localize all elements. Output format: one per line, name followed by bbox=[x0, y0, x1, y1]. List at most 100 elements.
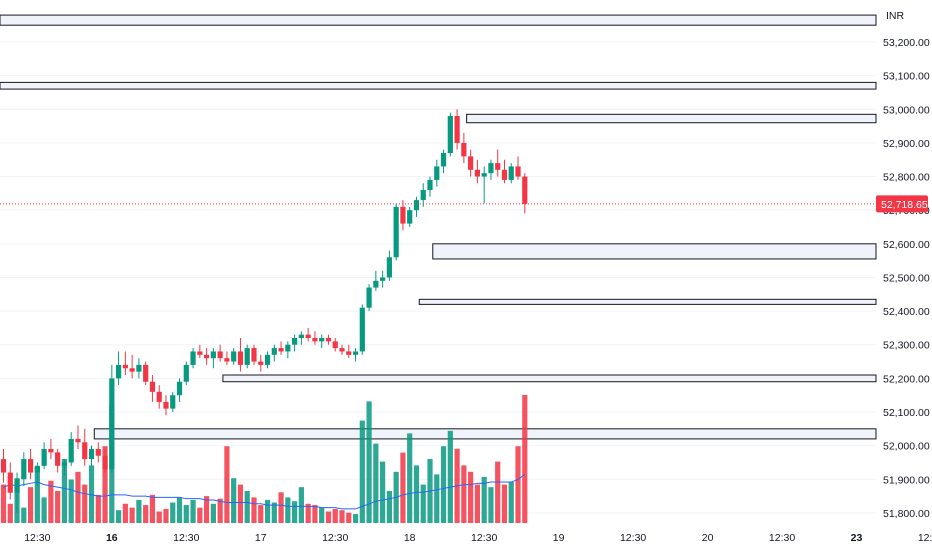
volume-bars bbox=[0, 395, 528, 523]
candle-body bbox=[339, 348, 345, 352]
time-tick-label: 12:30 bbox=[24, 532, 50, 544]
candle bbox=[109, 364, 115, 473]
candle bbox=[48, 438, 54, 460]
volume-bar bbox=[413, 465, 420, 523]
volume-bar bbox=[68, 479, 74, 523]
zone-box bbox=[222, 374, 877, 383]
volume-bar bbox=[0, 484, 7, 523]
candle-body bbox=[95, 449, 101, 456]
volume-bar bbox=[508, 482, 514, 523]
candle bbox=[285, 341, 291, 359]
candle bbox=[21, 452, 27, 486]
volume-bar bbox=[61, 459, 68, 523]
candle bbox=[420, 183, 426, 207]
candle bbox=[122, 351, 128, 375]
candle bbox=[27, 449, 34, 480]
zone-box bbox=[432, 243, 877, 260]
volume-bar bbox=[468, 471, 474, 523]
price-tick-label: 52,200.00 bbox=[883, 373, 930, 385]
volume-bar bbox=[346, 512, 352, 523]
volume-bar bbox=[136, 499, 142, 523]
price-tick-label: 53,000.00 bbox=[883, 104, 930, 116]
candle bbox=[271, 344, 277, 362]
price-tick-label: 52,000.00 bbox=[883, 441, 930, 453]
candle bbox=[210, 348, 216, 369]
volume-bar bbox=[501, 484, 508, 523]
volume-bar bbox=[298, 487, 304, 523]
candle-body bbox=[319, 338, 325, 342]
candle-body bbox=[68, 438, 74, 463]
time-tick-label: 16 bbox=[106, 532, 118, 544]
zone-box bbox=[0, 14, 877, 26]
volume-bar bbox=[400, 452, 406, 523]
volume-bar bbox=[407, 433, 413, 523]
candle bbox=[217, 344, 223, 362]
candle-body bbox=[163, 401, 169, 409]
price-tick-label: 52,600.00 bbox=[883, 239, 930, 251]
candle-body bbox=[210, 351, 216, 359]
volume-bar bbox=[461, 465, 467, 523]
candle-body bbox=[231, 351, 237, 362]
candle-body bbox=[129, 368, 135, 372]
volume-bar bbox=[27, 487, 34, 523]
price-tick-label: 52,300.00 bbox=[883, 340, 930, 352]
volume-bar bbox=[102, 446, 108, 523]
volume-bar bbox=[292, 501, 298, 523]
volume-bar bbox=[21, 507, 27, 523]
candle bbox=[75, 425, 81, 449]
volume-bar bbox=[359, 420, 365, 523]
price-tick-label: 51,900.00 bbox=[883, 474, 930, 486]
candle bbox=[359, 304, 365, 355]
candle bbox=[319, 334, 325, 349]
candle-body bbox=[298, 334, 304, 338]
volume-bar bbox=[88, 465, 95, 523]
volume-bar bbox=[264, 499, 271, 523]
candle bbox=[14, 472, 20, 513]
candle bbox=[427, 176, 433, 197]
volume-bar bbox=[237, 484, 244, 523]
volume-bar bbox=[332, 508, 338, 523]
candle-body bbox=[522, 176, 528, 204]
volume-bar bbox=[75, 471, 81, 523]
candle bbox=[258, 354, 264, 372]
candle bbox=[447, 112, 453, 157]
candle-body bbox=[224, 358, 230, 362]
price-tick-label: 53,100.00 bbox=[883, 71, 930, 83]
candle bbox=[434, 159, 440, 187]
candle-body bbox=[481, 173, 487, 177]
candle bbox=[400, 200, 406, 231]
candle-body bbox=[156, 391, 162, 402]
candle-body bbox=[264, 354, 271, 365]
volume-bar bbox=[143, 505, 149, 523]
candle bbox=[413, 196, 420, 217]
volume-bar bbox=[197, 507, 203, 523]
candle bbox=[7, 462, 13, 500]
candle bbox=[298, 331, 304, 345]
candle bbox=[522, 173, 528, 214]
zone-box bbox=[0, 81, 877, 90]
candle bbox=[115, 351, 122, 386]
volume-bar bbox=[522, 395, 528, 523]
volume-bar bbox=[352, 514, 359, 523]
volume-bar bbox=[115, 510, 122, 523]
candle-body bbox=[197, 351, 203, 355]
candle-body bbox=[454, 116, 460, 143]
volume-bar bbox=[251, 497, 257, 523]
price-tick-label: 52,100.00 bbox=[883, 407, 930, 419]
candle-body bbox=[325, 338, 332, 342]
volume-bar bbox=[380, 461, 386, 523]
volume-bar bbox=[190, 499, 196, 523]
candle-body bbox=[258, 361, 264, 365]
candle bbox=[251, 344, 257, 365]
volume-bar bbox=[312, 505, 318, 523]
candle bbox=[34, 462, 40, 486]
price-tick-label: 53,200.00 bbox=[883, 37, 930, 49]
volume-ma-line bbox=[3, 473, 526, 510]
volume-bar bbox=[210, 503, 216, 523]
candle-body bbox=[102, 455, 108, 470]
candle-body bbox=[88, 449, 95, 460]
candle bbox=[156, 385, 162, 409]
candle-body bbox=[420, 190, 426, 201]
zone-boxes bbox=[0, 14, 877, 440]
